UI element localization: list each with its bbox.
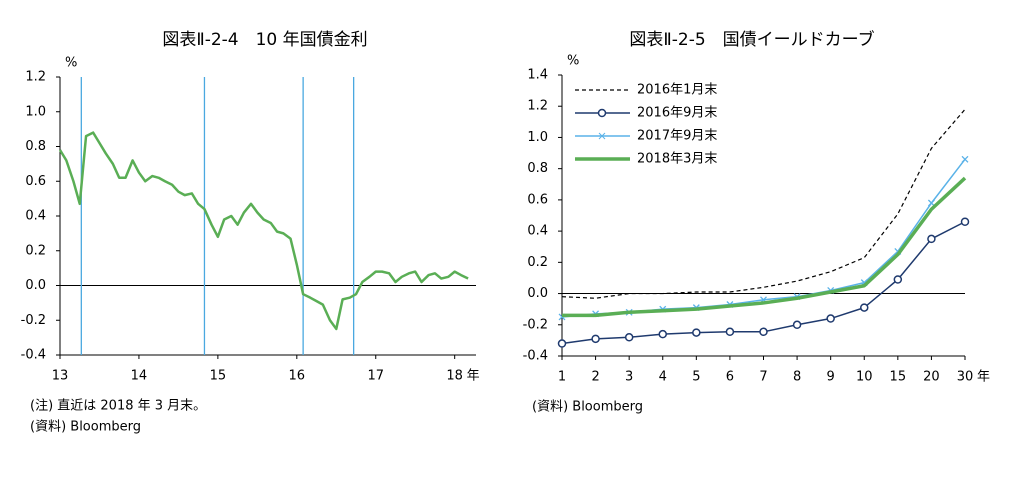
x-unit: 年	[467, 369, 480, 384]
point-marker	[826, 314, 835, 323]
legend-marker	[598, 132, 606, 140]
x-tick-label: 20	[923, 370, 940, 385]
x-tick-label: 10	[856, 370, 873, 385]
point-marker	[860, 303, 869, 312]
y-tick-label: 1.0	[25, 104, 46, 119]
y-tick-label: 0.8	[527, 161, 548, 176]
x-tick-label: 15	[210, 369, 227, 384]
y-tick-label: 0.6	[25, 174, 46, 189]
x-tick-label: 15	[890, 370, 907, 385]
point-marker	[557, 339, 567, 348]
point-marker	[961, 155, 969, 163]
point-marker	[759, 327, 768, 337]
y-tick-label: 0.4	[25, 209, 46, 224]
legend-label: 2018年3月末	[637, 152, 717, 167]
y-tick-label: -0.4	[523, 349, 548, 364]
x-tick-label: 14	[131, 369, 148, 384]
x-tick-label: 9	[827, 370, 835, 385]
point-marker	[960, 217, 970, 226]
legend-label: 2017年9月末	[637, 129, 717, 144]
legend-label: 2016年9月末	[637, 106, 717, 121]
y-tick-label: 0.0	[527, 286, 548, 301]
y-tick-label: 0.4	[527, 224, 548, 239]
chart-title: 図表Ⅱ-2-4 10 年国債金利	[162, 30, 367, 50]
y-tick-label: 1.4	[527, 68, 548, 83]
x-tick-label: 8	[793, 370, 801, 385]
x-tick-label: 6	[726, 370, 734, 385]
y-tick-label: -0.4	[21, 348, 46, 363]
y-tick-label: -0.2	[523, 317, 548, 332]
point-marker	[792, 320, 802, 330]
series-line	[562, 176, 967, 318]
point-marker	[658, 329, 667, 339]
x-tick-label: 1	[558, 370, 566, 385]
point-marker	[591, 334, 600, 344]
x-tick-label: 13	[52, 369, 69, 384]
note: (注) 直近は 2018 年 3 月末。	[30, 399, 206, 414]
series-line	[561, 108, 966, 299]
legend-marker	[597, 108, 607, 118]
series-line	[561, 221, 966, 345]
note: (資料) Bloomberg	[30, 420, 141, 435]
y-tick-label: 1.2	[527, 99, 548, 114]
y-tick-label: 0.2	[527, 255, 548, 270]
point-marker	[927, 234, 936, 244]
x-tick-label: 5	[692, 370, 700, 385]
x-tick-label: 30	[957, 370, 974, 385]
y-tick-label: -0.2	[21, 313, 46, 328]
x-tick-label: 16	[289, 369, 306, 384]
point-marker	[725, 327, 735, 337]
y-unit: %	[567, 54, 579, 69]
chart-title: 図表Ⅱ-2-5 国債イールドカーブ	[629, 29, 874, 50]
x-tick-label: 3	[625, 370, 633, 385]
x-unit: 年	[977, 370, 990, 385]
note: (資料) Bloomberg	[532, 400, 643, 415]
y-unit: %	[65, 56, 77, 71]
x-tick-label: 18	[446, 369, 463, 384]
y-tick-label: 0.2	[25, 243, 46, 258]
series-line	[58, 131, 469, 331]
point-marker	[692, 328, 701, 337]
point-marker	[893, 275, 903, 284]
point-marker	[624, 333, 634, 342]
x-tick-label: 17	[367, 369, 384, 384]
y-tick-label: 1.2	[25, 70, 46, 85]
x-tick-label: 7	[759, 370, 767, 385]
y-tick-label: 0.8	[25, 139, 46, 154]
y-tick-label: 0.0	[25, 278, 46, 293]
x-tick-label: 4	[659, 370, 667, 385]
y-tick-label: 1.0	[527, 130, 548, 145]
legend-label: 2016年1月末	[637, 83, 717, 98]
x-tick-label: 2	[591, 370, 599, 385]
y-tick-label: 0.6	[527, 192, 548, 207]
